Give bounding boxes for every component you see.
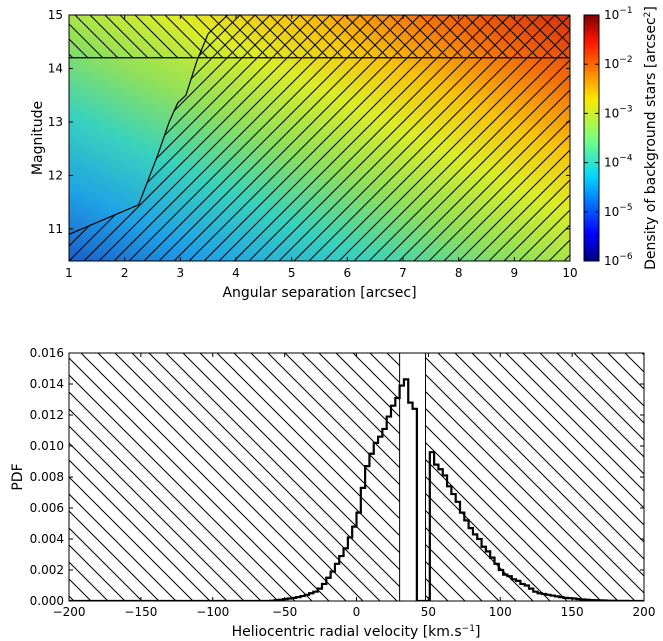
x-tick-label: 150 (561, 605, 584, 619)
y-tick-label: 0.004 (30, 532, 64, 546)
y-tick-label: 14 (48, 61, 63, 75)
y-tick-label: 0.006 (30, 501, 64, 515)
x-tick-label: 0 (353, 605, 361, 619)
pdf-y-ticks: 0.000 0.002 0.004 0.006 0.008 0.010 0.012 0.014… (30, 346, 644, 608)
y-tick-label: 0.012 (30, 408, 64, 422)
y-tick-label: 13 (48, 115, 63, 129)
colorbar-label: Density of background stars [arcsec2] (643, 6, 659, 270)
colorbar-ticks: 10−110−210−310−410−510−6 (584, 6, 633, 268)
x-tick-label: 200 (633, 605, 656, 619)
velocity-pdf-panel: −200 −150 −100 −50 0 50 100 150 200 0.0000.0020.… (10, 346, 655, 640)
colorbar-tick-base: 10 (604, 205, 619, 219)
pdf-x-axis-label: Heliocentric radial velocity [km.s−1] (232, 624, 481, 640)
colorbar-tick-exponent: −2 (619, 55, 632, 65)
heatmap-y-axis-label: Magnitude (30, 101, 46, 175)
x-tick-label: 1 (65, 266, 73, 280)
x-tick-label: 5 (288, 266, 296, 280)
detection-limit-curve (69, 15, 229, 235)
colorbar: 10−110−210−310−410−510−6 Density of back… (583, 6, 659, 270)
y-tick-label: 0.000 (30, 594, 64, 608)
x-tick-label: 8 (455, 266, 463, 280)
colorbar-tick-exponent: −6 (619, 252, 633, 262)
colorbar-tick-label: 10−2 (604, 55, 633, 71)
colorbar-tick-base: 10 (604, 57, 619, 71)
colorbar-tick-label: 10−6 (604, 252, 633, 268)
heatmap-y-ticks: 11 12 13 14 15 (48, 8, 570, 236)
y-tick-label: 0.002 (30, 563, 64, 577)
y-tick-label: 12 (48, 168, 63, 182)
y-tick-label: 0.016 (30, 346, 64, 360)
colorbar-gradient (583, 14, 600, 262)
colorbar-tick-exponent: −5 (619, 203, 632, 213)
colorbar-tick-exponent: −4 (619, 154, 633, 164)
x-tick-label: 2 (121, 266, 129, 280)
colorbar-tick-label: 10−3 (604, 104, 633, 120)
x-tick-label: 6 (344, 266, 352, 280)
y-tick-label: 15 (48, 8, 63, 22)
excluded-hatch-right (425, 353, 644, 601)
x-tick-label: −50 (272, 605, 297, 619)
x-tick-label: −100 (196, 605, 229, 619)
x-tick-label: 10 (562, 266, 577, 280)
colorbar-tick-label: 10−5 (604, 203, 633, 219)
y-tick-label: 0.008 (30, 470, 64, 484)
y-tick-label: 0.010 (30, 439, 64, 453)
heatmap-frame (68, 14, 571, 262)
x-tick-label: 3 (177, 266, 185, 280)
pdf-x-ticks: −200 −150 −100 −50 0 50 100 150 200 (53, 353, 656, 619)
x-tick-label: 4 (232, 266, 240, 280)
magnitude-cut-hatch (69, 15, 570, 58)
excluded-hatch-left (69, 353, 400, 601)
x-tick-label: 7 (399, 266, 407, 280)
colorbar-tick-base: 10 (604, 254, 619, 268)
x-tick-label: 9 (511, 266, 519, 280)
colorbar-tick-exponent: −3 (619, 104, 632, 114)
x-tick-label: 50 (421, 605, 436, 619)
heatmap-x-ticks: 1 2 3 4 5 6 7 8 9 10 (65, 15, 578, 280)
heatmap-x-axis-label: Angular separation [arcsec] (222, 285, 416, 301)
colorbar-tick-label: 10−4 (604, 154, 633, 170)
colorbar-tick-label: 10−1 (604, 6, 633, 22)
colorbar-tick-base: 10 (604, 8, 619, 22)
y-tick-label: 11 (48, 222, 63, 236)
colorbar-tick-base: 10 (604, 156, 619, 170)
detection-limit-hatch (69, 15, 570, 261)
colorbar-tick-exponent: −1 (619, 6, 632, 16)
y-tick-label: 0.014 (30, 377, 64, 391)
colorbar-tick-base: 10 (604, 106, 619, 120)
x-tick-label: 100 (489, 605, 512, 619)
x-tick-label: −200 (53, 605, 86, 619)
pdf-y-axis-label: PDF (10, 463, 26, 490)
x-tick-label: −150 (124, 605, 157, 619)
